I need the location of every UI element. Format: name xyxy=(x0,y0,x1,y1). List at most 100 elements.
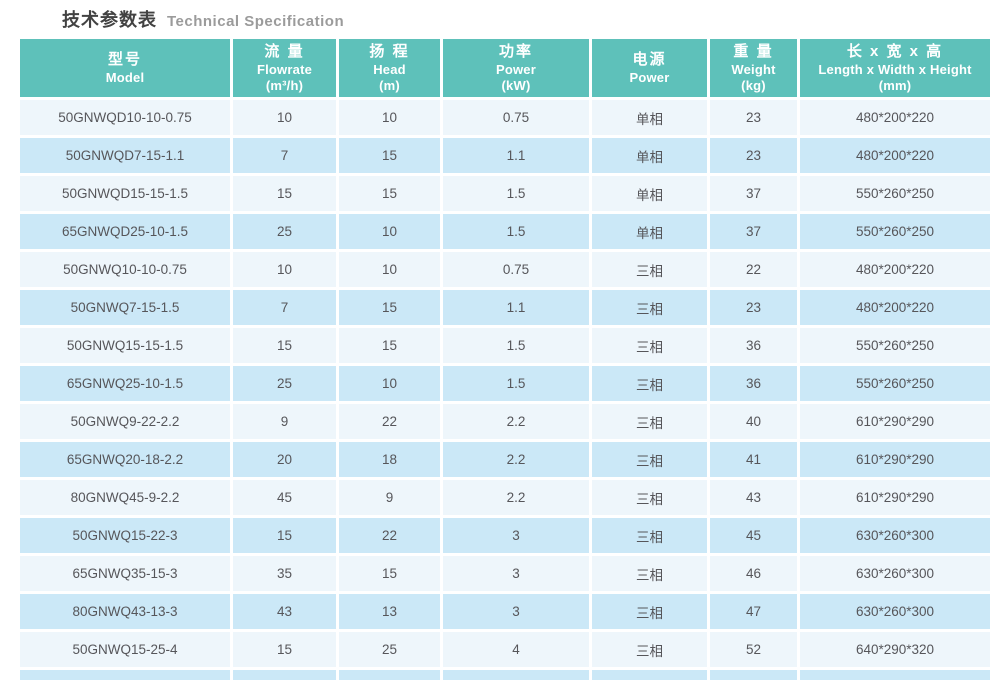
cell-dimensions: 630*260*300 xyxy=(800,518,990,553)
cell-power-source: 三相 xyxy=(592,518,707,553)
table-row-partial xyxy=(20,670,990,680)
cell-head: 15 xyxy=(339,138,440,173)
cell-flowrate: 15 xyxy=(233,176,336,211)
column-header-en: Power xyxy=(495,61,536,77)
table-row: 65GNWQ25-10-1.5 25 10 1.5 三相 36 550*260*250 xyxy=(20,366,990,401)
table-row: 50GNWQ15-25-4 15 25 4 三相 52 640*290*320 xyxy=(20,632,990,667)
cell-power-source: 三相 xyxy=(592,252,707,287)
cell-flowrate: 45 xyxy=(233,480,336,515)
cell-weight: 37 xyxy=(710,176,797,211)
cell-flowrate: 7 xyxy=(233,138,336,173)
cell-model: 50GNWQ15-15-1.5 xyxy=(20,328,230,363)
column-header-unit: (kg) xyxy=(741,77,766,93)
cell-head: 9 xyxy=(339,480,440,515)
column-header-power-source: 电源 Power xyxy=(592,39,707,97)
cell-empty xyxy=(339,670,440,680)
cell-flowrate: 35 xyxy=(233,556,336,591)
cell-weight: 45 xyxy=(710,518,797,553)
cell-power: 3 xyxy=(443,594,589,629)
table-row: 80GNWQ45-9-2.2 45 9 2.2 三相 43 610*290*290 xyxy=(20,480,990,515)
cell-model: 50GNWQD10-10-0.75 xyxy=(20,100,230,135)
cell-empty xyxy=(800,670,990,680)
cell-dimensions: 610*290*290 xyxy=(800,442,990,477)
column-header-weight: 重 量 Weight (kg) xyxy=(710,39,797,97)
cell-power: 3 xyxy=(443,556,589,591)
cell-dimensions: 480*200*220 xyxy=(800,100,990,135)
cell-flowrate: 15 xyxy=(233,632,336,667)
table-row: 50GNWQD7-15-1.1 7 15 1.1 单相 23 480*200*220 xyxy=(20,138,990,173)
cell-head: 22 xyxy=(339,404,440,439)
cell-model: 50GNWQ15-22-3 xyxy=(20,518,230,553)
cell-model: 50GNWQ10-10-0.75 xyxy=(20,252,230,287)
cell-power-source: 三相 xyxy=(592,328,707,363)
cell-weight: 41 xyxy=(710,442,797,477)
column-header-zh: 型号 xyxy=(107,51,142,69)
cell-weight: 23 xyxy=(710,100,797,135)
page-title-english: Technical Specification xyxy=(167,13,345,30)
cell-model: 80GNWQ43-13-3 xyxy=(20,594,230,629)
page-title-chinese: 技术参数表 xyxy=(62,10,157,30)
cell-weight: 22 xyxy=(710,252,797,287)
column-header-en: Model xyxy=(105,69,145,85)
cell-head: 25 xyxy=(339,632,440,667)
cell-power: 1.1 xyxy=(443,290,589,325)
column-header-flowrate: 流 量 Flowrate (m³/h) xyxy=(233,39,336,97)
cell-weight: 37 xyxy=(710,214,797,249)
table-row: 50GNWQ7-15-1.5 7 15 1.1 三相 23 480*200*220 xyxy=(20,290,990,325)
cell-empty xyxy=(710,670,797,680)
cell-dimensions: 550*260*250 xyxy=(800,366,990,401)
cell-power: 1.1 xyxy=(443,138,589,173)
cell-empty xyxy=(592,670,707,680)
cell-empty xyxy=(233,670,336,680)
table-row: 65GNWQ20-18-2.2 20 18 2.2 三相 41 610*290*290 xyxy=(20,442,990,477)
cell-head: 10 xyxy=(339,366,440,401)
table-row: 65GNWQ35-15-3 35 15 3 三相 46 630*260*300 xyxy=(20,556,990,591)
cell-power: 1.5 xyxy=(443,214,589,249)
cell-dimensions: 610*290*290 xyxy=(800,480,990,515)
column-header-zh: 流 量 xyxy=(264,43,305,60)
cell-model: 50GNWQ15-25-4 xyxy=(20,632,230,667)
cell-dimensions: 550*260*250 xyxy=(800,214,990,249)
cell-model: 65GNWQ25-10-1.5 xyxy=(20,366,230,401)
cell-head: 18 xyxy=(339,442,440,477)
cell-power-source: 三相 xyxy=(592,404,707,439)
cell-model: 65GNWQ20-18-2.2 xyxy=(20,442,230,477)
cell-weight: 36 xyxy=(710,328,797,363)
cell-model: 50GNWQD7-15-1.1 xyxy=(20,138,230,173)
cell-power: 1.5 xyxy=(443,176,589,211)
cell-dimensions: 480*200*220 xyxy=(800,138,990,173)
cell-flowrate: 7 xyxy=(233,290,336,325)
cell-power-source: 三相 xyxy=(592,366,707,401)
cell-flowrate: 43 xyxy=(233,594,336,629)
table-row: 50GNWQ15-15-1.5 15 15 1.5 三相 36 550*260*250 xyxy=(20,328,990,363)
cell-dimensions: 630*260*300 xyxy=(800,594,990,629)
cell-power-source: 单相 xyxy=(592,100,707,135)
cell-power: 4 xyxy=(443,632,589,667)
column-header-unit: (kW) xyxy=(501,77,531,93)
column-header-en: Head xyxy=(373,61,406,77)
column-header-zh: 长 x 宽 x 高 xyxy=(846,43,944,60)
cell-model: 50GNWQ9-22-2.2 xyxy=(20,404,230,439)
cell-head: 15 xyxy=(339,290,440,325)
table-row: 80GNWQ43-13-3 43 13 3 三相 47 630*260*300 xyxy=(20,594,990,629)
cell-power: 2.2 xyxy=(443,404,589,439)
cell-power-source: 单相 xyxy=(592,214,707,249)
table-row: 50GNWQD10-10-0.75 10 10 0.75 单相 23 480*200*220 xyxy=(20,100,990,135)
cell-head: 10 xyxy=(339,252,440,287)
cell-power: 1.5 xyxy=(443,366,589,401)
cell-head: 13 xyxy=(339,594,440,629)
cell-head: 15 xyxy=(339,556,440,591)
table-row: 50GNWQD15-15-1.5 15 15 1.5 单相 37 550*260*250 xyxy=(20,176,990,211)
cell-flowrate: 25 xyxy=(233,214,336,249)
cell-power: 1.5 xyxy=(443,328,589,363)
cell-weight: 23 xyxy=(710,138,797,173)
cell-weight: 46 xyxy=(710,556,797,591)
cell-head: 10 xyxy=(339,100,440,135)
cell-dimensions: 630*260*300 xyxy=(800,556,990,591)
cell-power-source: 三相 xyxy=(592,556,707,591)
cell-power-source: 单相 xyxy=(592,138,707,173)
cell-power-source: 三相 xyxy=(592,480,707,515)
cell-power: 0.75 xyxy=(443,252,589,287)
column-header-power: 功率 Power (kW) xyxy=(443,39,589,97)
cell-power-source: 三相 xyxy=(592,594,707,629)
